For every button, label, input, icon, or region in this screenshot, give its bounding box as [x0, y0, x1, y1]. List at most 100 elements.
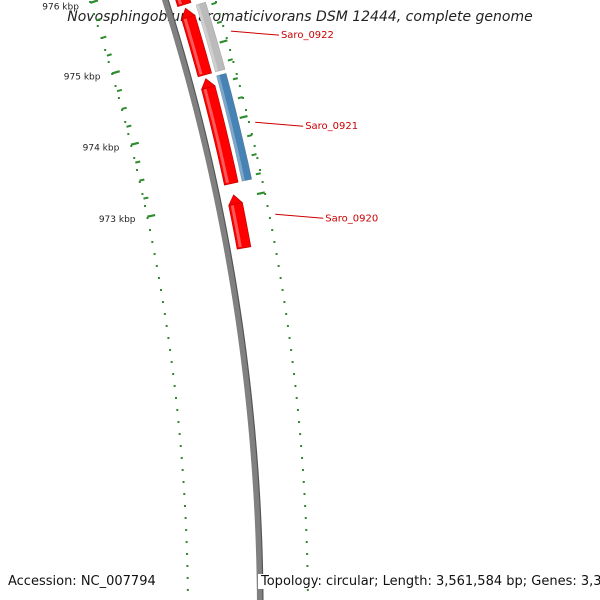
scale-dot	[295, 397, 298, 399]
scale-tick	[139, 178, 145, 182]
scale-dot	[96, 25, 99, 27]
gene-track-bar[interactable]	[195, 1, 226, 73]
backbone-arc	[161, 0, 263, 600]
scale-dot	[283, 301, 286, 303]
scale-dot	[296, 409, 299, 411]
scale-dot	[165, 325, 168, 327]
gene-arrow[interactable]	[201, 78, 239, 186]
scale-dot	[183, 493, 186, 495]
scale-tick	[255, 172, 261, 176]
scale-dot	[299, 433, 302, 435]
scale-dot	[169, 349, 172, 351]
scale-dot	[124, 121, 127, 123]
scale-dot	[301, 457, 304, 459]
scale-tick	[251, 153, 257, 157]
scale-dot	[180, 457, 183, 459]
scale-dot	[186, 589, 189, 591]
gene-arrow[interactable]	[228, 194, 252, 250]
scale-dot	[306, 565, 309, 567]
gene-track-highlight	[216, 75, 245, 182]
scale-tick-label: 975 kbp	[64, 73, 101, 83]
gene-label-leader	[255, 121, 304, 127]
gene-track-highlight	[196, 4, 219, 73]
scale-dot	[104, 49, 107, 51]
gene-label-leader	[230, 30, 280, 36]
scale-dot	[92, 13, 95, 15]
gene-track-bar[interactable]	[216, 72, 253, 182]
scale-dot	[264, 193, 267, 195]
gene-feature[interactable]	[201, 72, 253, 186]
scale-dot	[291, 361, 294, 363]
gene-label[interactable]: Saro_0922	[230, 30, 334, 41]
topology-label: Topology: circular; Length: 3,561,584 bp…	[258, 574, 600, 589]
scale-dot	[303, 493, 306, 495]
scale-tick	[147, 213, 156, 218]
scale-dot	[294, 385, 297, 387]
scale-dot	[133, 157, 136, 159]
scale-dot	[184, 517, 187, 519]
scale-dot	[304, 517, 307, 519]
scale-dot	[127, 133, 130, 135]
gene-arrow-highlight	[183, 18, 203, 75]
scale-dot	[111, 73, 114, 75]
scale-tick	[232, 77, 239, 81]
scale-dot	[144, 205, 147, 207]
scale-dot	[185, 541, 188, 543]
gene-label-text[interactable]: Saro_0920	[325, 213, 378, 224]
gene-feature[interactable]	[228, 194, 252, 250]
scale-dot	[130, 145, 133, 147]
scale-dot	[290, 349, 293, 351]
gene-feature[interactable]	[181, 1, 226, 78]
scale-dot	[245, 109, 248, 111]
gene-arrow-highlight	[177, 0, 182, 5]
scale-dot	[183, 505, 186, 507]
scale-dot	[306, 589, 309, 591]
scale-dot	[286, 325, 289, 327]
scale-dot	[271, 229, 274, 231]
scale-tick	[219, 39, 228, 44]
accession-label: Accession: NC_007794	[8, 574, 159, 589]
scale-tick	[130, 141, 140, 146]
scale-dot	[100, 37, 103, 39]
scale-tick-label: 973 kbp	[99, 215, 136, 225]
scale-dot	[117, 97, 120, 99]
scale-dot	[138, 181, 141, 183]
scale-dot	[176, 409, 179, 411]
scale-dot	[185, 529, 188, 531]
scale-dot	[277, 265, 280, 267]
gene-label[interactable]: Saro_0921	[255, 121, 358, 132]
gene-arrow[interactable]	[181, 7, 212, 78]
scale-dot	[268, 217, 271, 219]
gene-labels: Saro_0920Saro_0921Saro_0922Saro_0923Saro…	[230, 30, 378, 224]
scale-dot	[305, 529, 308, 531]
gene-feature[interactable]	[172, 0, 192, 7]
scale-dot	[273, 241, 276, 243]
scale-dot	[170, 361, 173, 363]
scale-dot	[293, 373, 296, 375]
scale-dot	[181, 469, 184, 471]
scale-dot	[279, 277, 282, 279]
scale-dot	[222, 25, 225, 27]
scale-dot	[186, 565, 189, 567]
scale-dot	[261, 181, 264, 183]
scale-dot	[178, 433, 181, 435]
scale-dot	[238, 85, 241, 87]
scale-dot	[186, 577, 189, 579]
gene-arrow[interactable]	[172, 0, 192, 7]
scale-dot	[163, 313, 166, 315]
scale-dot	[253, 145, 256, 147]
gene-label-text[interactable]: Saro_0922	[281, 30, 334, 41]
gene-label[interactable]: Saro_0920	[275, 213, 378, 224]
scale-dot	[114, 85, 117, 87]
gene-arrow-highlight	[203, 88, 229, 184]
scale-tick	[239, 114, 248, 120]
scale-tick-label: 976 kbp	[42, 3, 79, 13]
gene-label-text[interactable]: Saro_0921	[305, 121, 358, 132]
scale-dot	[107, 61, 110, 63]
scale-dot	[186, 553, 189, 555]
backbone	[161, 0, 264, 600]
scale-dot	[298, 421, 301, 423]
scale-dot	[157, 277, 160, 279]
